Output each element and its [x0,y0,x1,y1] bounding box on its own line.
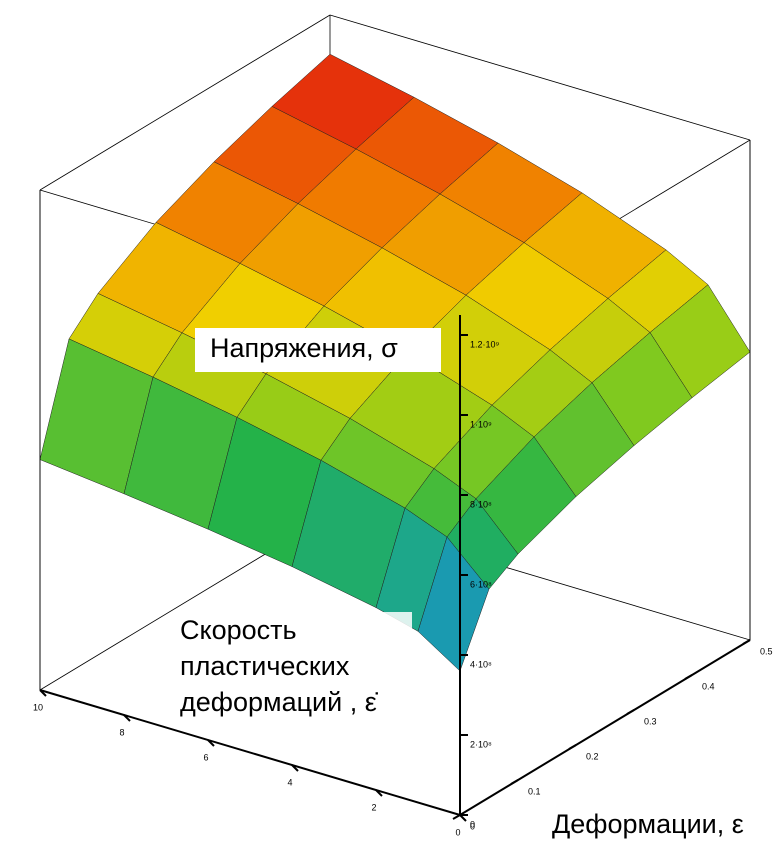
x-tick-label: 0.5 [760,646,773,656]
z-tick-label: 2·10⁸ [470,739,492,749]
surface [39,53,751,672]
label-background [172,612,412,724]
surface-patch [417,536,490,672]
z-tick-label: 0 [470,819,475,829]
y-tick-label: 2 [371,802,376,812]
box-edge [39,14,331,191]
y-axis-label: пластических [180,651,350,681]
x-tick-label: 0.3 [644,716,657,726]
z-tick-label: 6·10⁸ [470,579,492,589]
z-tick-label: 8·10⁸ [470,499,492,509]
y-tick [123,714,131,722]
y-tick [375,789,383,797]
x-tick [742,639,751,645]
x-axis-label: Деформации, ε [552,809,744,839]
x-tick [510,779,519,785]
y-axis-label: деформаций , ε̇ [180,687,379,717]
y-tick-label: 10 [33,702,43,712]
x-tick-label: 0.1 [528,786,541,796]
y-tick [39,689,47,697]
z-tick-label: 4·10⁸ [470,659,492,669]
x-axis [459,639,751,816]
x-tick-label: 0 [470,821,475,831]
label-background [195,328,441,372]
y-axis [39,689,461,816]
x-tick [684,674,693,680]
front-axes: 024681000.10.20.30.40.502·10⁸4·10⁸6·10⁸8… [33,140,773,837]
z-tick-label: 1·10⁹ [470,419,492,429]
y-tick-label: 6 [203,752,208,762]
z-tick-label: 1.2·10⁹ [470,339,500,349]
z-axis-label: Напряжения, σ [210,333,398,363]
y-axis-label: Скорость [180,615,297,645]
box-edge [329,14,751,141]
y-tick [207,739,215,747]
y-tick-label: 4 [287,777,292,787]
x-tick-label: 0.4 [702,681,715,691]
x-tick [626,709,635,715]
x-tick-label: 0.2 [586,751,599,761]
x-tick [568,744,577,750]
x-tick [452,814,461,820]
y-tick-label: 0 [455,827,460,837]
y-tick-label: 8 [119,727,124,737]
y-tick [291,764,299,772]
